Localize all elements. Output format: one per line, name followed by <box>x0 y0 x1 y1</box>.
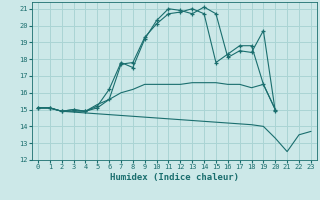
X-axis label: Humidex (Indice chaleur): Humidex (Indice chaleur) <box>110 173 239 182</box>
